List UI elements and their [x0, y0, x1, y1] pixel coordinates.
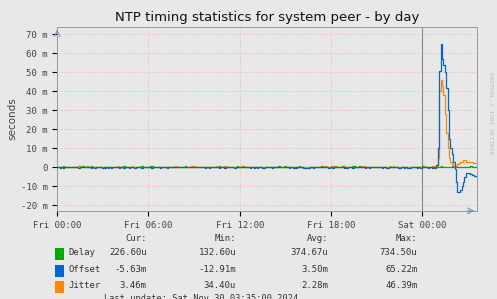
Text: 374.67u: 374.67u	[290, 248, 328, 257]
Text: Min:: Min:	[215, 234, 236, 243]
Text: Last update: Sat Nov 30 03:35:00 2024: Last update: Sat Nov 30 03:35:00 2024	[104, 295, 298, 299]
Text: 226.60u: 226.60u	[109, 248, 147, 257]
Text: Delay: Delay	[69, 248, 95, 257]
Text: -12.91m: -12.91m	[198, 265, 236, 274]
Text: 3.46m: 3.46m	[120, 281, 147, 290]
Text: 65.22m: 65.22m	[385, 265, 417, 274]
Text: 46.39m: 46.39m	[385, 281, 417, 290]
Text: Jitter: Jitter	[69, 281, 101, 290]
Text: Max:: Max:	[396, 234, 417, 243]
Text: 132.60u: 132.60u	[198, 248, 236, 257]
Text: 34.40u: 34.40u	[204, 281, 236, 290]
Text: 734.50u: 734.50u	[380, 248, 417, 257]
Text: RRDTOOL / TOBI OETIKER: RRDTOOL / TOBI OETIKER	[489, 72, 494, 155]
Text: Offset: Offset	[69, 265, 101, 274]
Title: NTP timing statistics for system peer - by day: NTP timing statistics for system peer - …	[115, 11, 419, 24]
Text: -5.63m: -5.63m	[114, 265, 147, 274]
Y-axis label: seconds: seconds	[8, 97, 18, 140]
Text: Cur:: Cur:	[125, 234, 147, 243]
Text: Avg:: Avg:	[307, 234, 328, 243]
Text: 2.28m: 2.28m	[301, 281, 328, 290]
Text: 3.50m: 3.50m	[301, 265, 328, 274]
